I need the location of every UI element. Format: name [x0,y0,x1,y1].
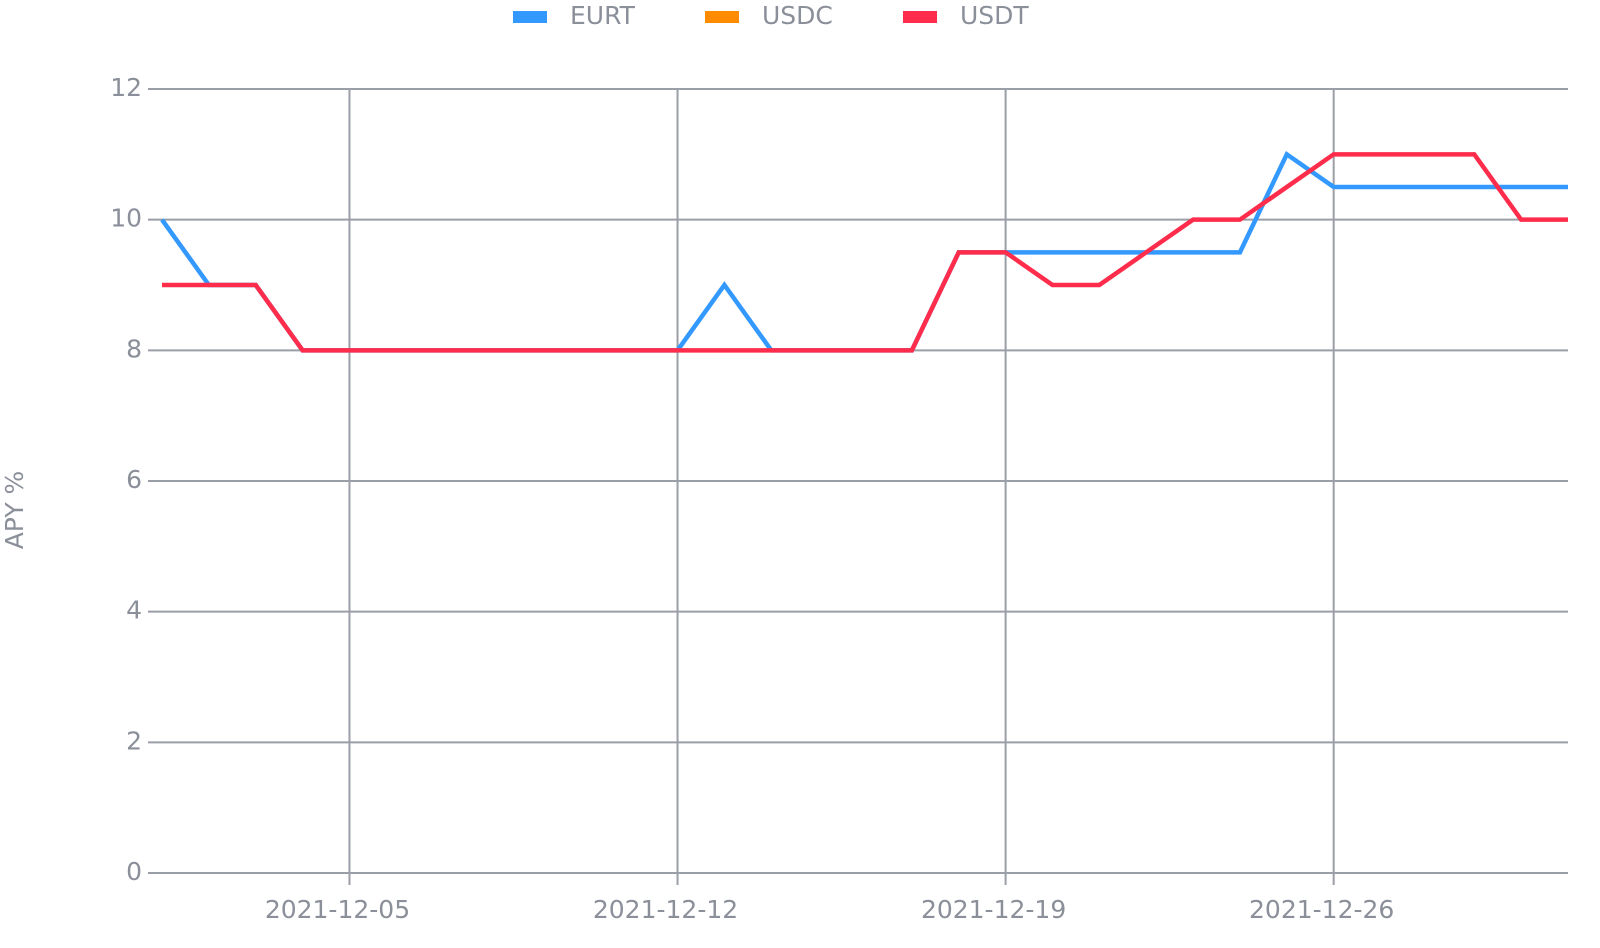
y-tick-label: 2 [126,726,142,755]
legend-swatch [705,11,739,23]
y-axis-label: APY % [0,471,29,550]
y-tick-label: 8 [126,334,142,363]
legend-label: USDT [960,1,1029,30]
line [160,150,1568,353]
legend-label: USDC [762,1,833,30]
y-tick-label: 6 [126,465,142,494]
legend-swatch [513,11,547,23]
legend-swatch [903,11,937,23]
legend-label: EURT [570,1,636,30]
y-tick-label: 4 [126,596,142,625]
y-tick-label: 0 [126,857,142,886]
x-tick-label: 2021-12-05 [265,895,410,924]
x-tick-label: 2021-12-19 [921,895,1066,924]
line [162,152,1568,353]
y-tick-label: 10 [110,204,142,233]
x-tick-label: 2021-12-12 [593,895,738,924]
x-tick-label: 2021-12-26 [1249,895,1394,924]
y-tick-label: 12 [110,73,142,102]
